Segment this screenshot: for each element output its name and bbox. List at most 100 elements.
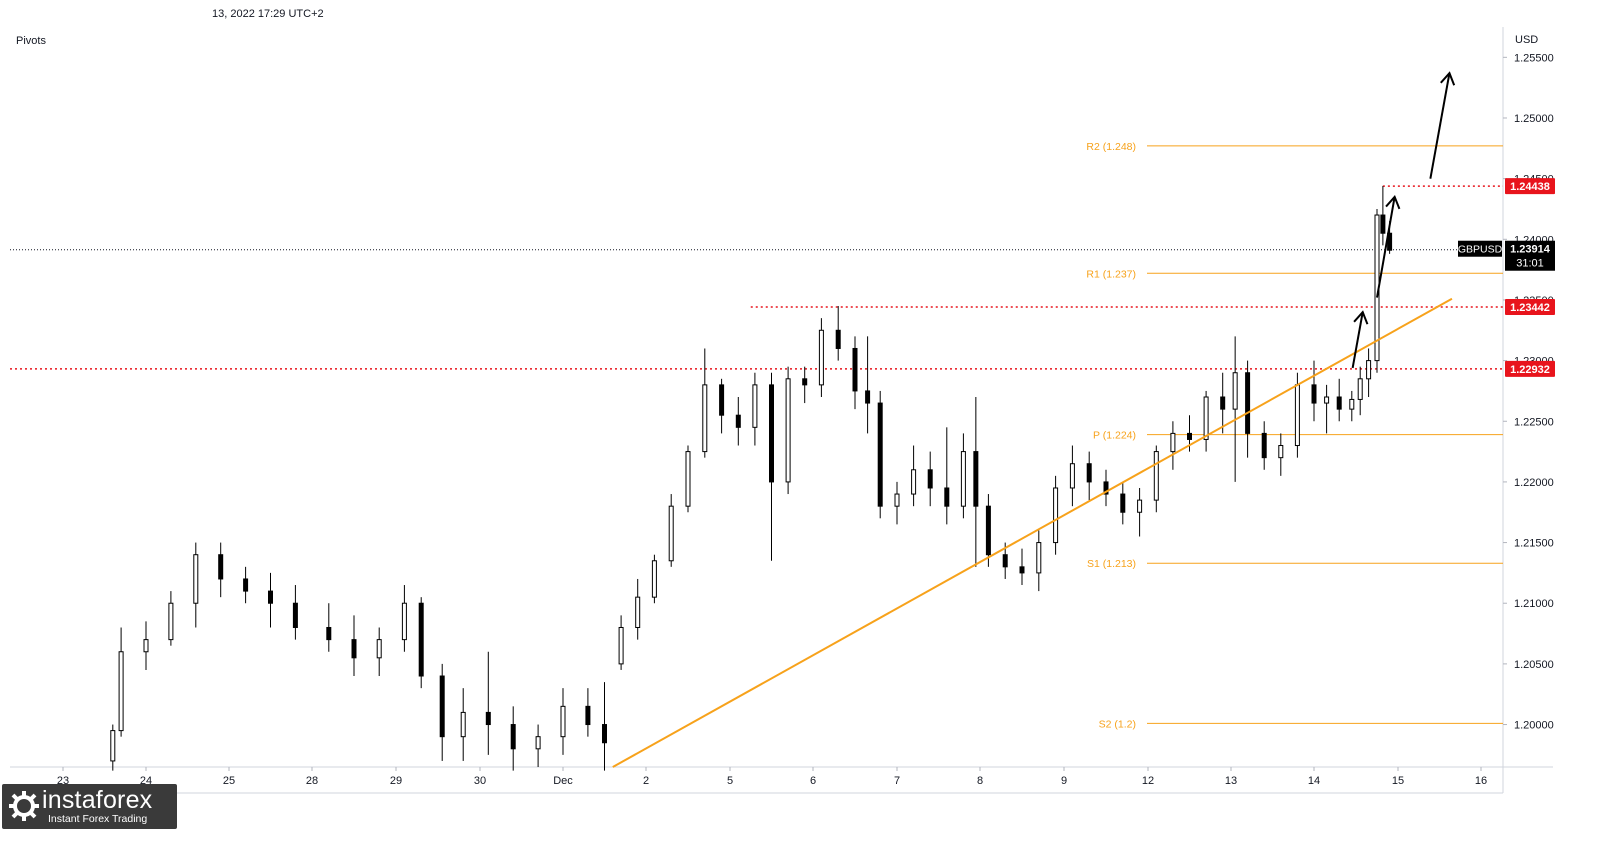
- pivot-label: R2 (1.248): [1086, 141, 1136, 153]
- candle-body: [418, 602, 424, 677]
- candle-body: [460, 711, 466, 738]
- candle-body: [865, 390, 871, 404]
- candle-body: [376, 639, 382, 659]
- candle-body: [960, 451, 966, 507]
- candle-body: [1336, 396, 1342, 410]
- x-tick-label: 29: [390, 775, 402, 787]
- candle-body: [602, 724, 607, 744]
- candle-body: [1311, 384, 1317, 404]
- x-tick-label: 6: [810, 775, 816, 787]
- pivot-label: S1 (1.213): [1087, 558, 1136, 570]
- x-tick-label: 2: [643, 775, 649, 787]
- y-tick-label: 1.20000: [1514, 720, 1554, 732]
- candle-body: [668, 505, 674, 562]
- candle-body: [1153, 451, 1159, 501]
- symbol-label: GBPUSD: [1458, 244, 1503, 256]
- candle-body: [1278, 445, 1284, 459]
- candle-body: [535, 736, 541, 750]
- candle-body: [118, 651, 124, 732]
- candle-body: [485, 711, 491, 726]
- instaforex-logo: instaforex Instant Forex Trading: [2, 784, 177, 829]
- candle-body: [326, 626, 332, 641]
- candle-body: [802, 378, 808, 386]
- symbol-label-bg: [1458, 240, 1502, 257]
- candles-group: [110, 185, 1393, 771]
- arrow-shaft: [1429, 72, 1451, 179]
- countdown-label: 31:01: [1516, 258, 1544, 270]
- x-tick-label: 13: [1225, 775, 1237, 787]
- x-tick-label: 12: [1142, 775, 1154, 787]
- candle-body: [1380, 214, 1386, 234]
- candle-body: [1187, 432, 1192, 440]
- candle-body: [439, 675, 445, 738]
- candle-body: [1103, 481, 1109, 495]
- candle-body: [560, 705, 566, 738]
- candle-body: [1366, 360, 1372, 380]
- y-tick-label: 1.22000: [1514, 477, 1554, 489]
- x-tick-label: 28: [306, 775, 318, 787]
- candle-body: [1203, 396, 1209, 440]
- candle-body: [1120, 493, 1126, 513]
- candle-body: [894, 493, 900, 507]
- y-tick-label: 1.21500: [1514, 538, 1554, 550]
- x-tick-label: 14: [1308, 775, 1320, 787]
- candle-body: [1232, 372, 1238, 410]
- candle-body: [702, 384, 708, 453]
- level-label: 1.24438: [1510, 181, 1550, 193]
- x-tick-label: 16: [1475, 775, 1487, 787]
- candle-body: [510, 724, 516, 750]
- x-tick-label: 8: [977, 775, 983, 787]
- candle-body: [401, 602, 407, 641]
- arrow-head: [1353, 310, 1369, 325]
- candle-body: [1220, 396, 1226, 410]
- candle-body: [1349, 398, 1355, 410]
- candle-body: [1137, 499, 1143, 513]
- candle-body: [1002, 554, 1008, 568]
- candle-body: [635, 596, 641, 628]
- candle-body: [1294, 384, 1300, 447]
- candle-body: [1357, 378, 1363, 400]
- candle-body: [877, 402, 883, 507]
- level-label: 1.22932: [1510, 364, 1550, 376]
- x-tick-label: 25: [223, 775, 235, 787]
- candle-body: [1170, 432, 1176, 453]
- pivot-label: P (1.224): [1093, 430, 1136, 442]
- last-price-bg: [1505, 240, 1555, 271]
- candle-body: [1036, 542, 1042, 574]
- candle-body: [985, 505, 991, 556]
- candle-body: [218, 554, 224, 580]
- candle-body: [292, 602, 298, 628]
- header-timestamp: 13, 2022 17:29 UTC+2: [212, 8, 324, 20]
- x-tick-label: 9: [1061, 775, 1067, 787]
- candle-body: [351, 639, 357, 659]
- trendline: [612, 297, 1453, 768]
- x-tick-label: 15: [1392, 775, 1404, 787]
- arrow-shaft: [1376, 196, 1396, 298]
- candle-body: [852, 347, 858, 392]
- y-tick-label: 1.25000: [1514, 113, 1554, 125]
- candle-body: [1069, 463, 1075, 489]
- indicator-label[interactable]: Pivots: [16, 35, 46, 47]
- candle-body: [1261, 432, 1267, 459]
- candle-body: [927, 469, 933, 489]
- logo-tagline: Instant Forex Trading: [48, 813, 148, 825]
- candle-body: [719, 384, 725, 416]
- x-tick-label: 5: [727, 775, 733, 787]
- level-label: 1.23442: [1510, 302, 1550, 314]
- gear-logo-icon: [9, 791, 39, 821]
- level-label-bg: [1505, 178, 1555, 195]
- level-label-bg: [1505, 360, 1555, 377]
- candle-body: [769, 384, 774, 483]
- candle-body: [752, 384, 758, 428]
- candle-body: [1324, 396, 1330, 404]
- y-tick-label: 1.21000: [1514, 598, 1554, 610]
- candle-body: [585, 705, 591, 726]
- last-price-label: 1.23914: [1510, 244, 1551, 256]
- candle-body: [168, 602, 174, 641]
- y-tick-label: 1.25500: [1514, 52, 1554, 64]
- arrow-shaft: [1351, 311, 1364, 369]
- x-tick-label: 7: [894, 775, 900, 787]
- candle-body: [735, 414, 741, 428]
